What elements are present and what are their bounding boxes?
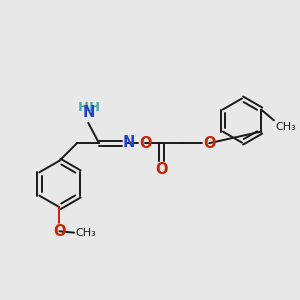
Text: O: O	[156, 163, 168, 178]
Text: O: O	[53, 224, 66, 239]
Text: CH₃: CH₃	[275, 122, 296, 132]
Text: H: H	[78, 101, 89, 114]
Text: H: H	[89, 101, 100, 114]
Text: CH₃: CH₃	[75, 228, 96, 238]
Text: N: N	[123, 135, 135, 150]
Text: O: O	[203, 136, 215, 151]
Text: O: O	[139, 136, 152, 151]
Text: N: N	[83, 105, 95, 120]
